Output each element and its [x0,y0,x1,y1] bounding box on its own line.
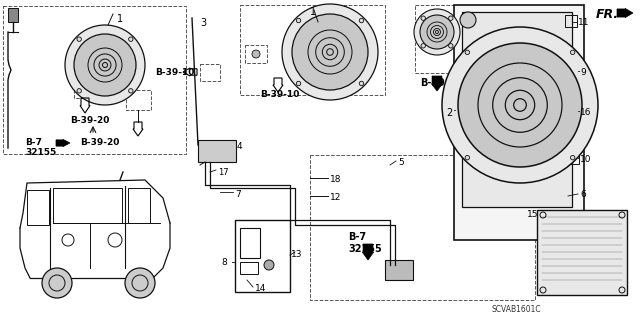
Bar [310,155,535,300]
Text: 12: 12 [330,193,341,202]
Bar [3,6,186,154]
Text: B-39-10: B-39-10 [260,90,300,99]
Text: B-39-10: B-39-10 [155,68,195,77]
Text: 15: 15 [527,210,538,219]
Bar [462,12,572,207]
Text: 13: 13 [291,250,303,259]
Bar [454,5,584,240]
Circle shape [414,9,460,55]
Circle shape [421,16,426,20]
Bar [126,90,151,110]
Text: B-7
32155: B-7 32155 [25,138,56,157]
Text: 3: 3 [200,18,206,28]
Text: B-7
32155: B-7 32155 [348,232,381,254]
Text: 18: 18 [330,175,342,184]
Circle shape [77,89,81,93]
Bar [74,80,96,98]
Circle shape [252,50,260,58]
Circle shape [458,43,582,167]
Polygon shape [617,9,633,18]
Polygon shape [362,244,374,260]
Text: 6: 6 [580,190,586,199]
Circle shape [449,44,453,48]
Text: 4: 4 [237,142,243,151]
Circle shape [465,50,470,55]
Circle shape [77,37,81,41]
Polygon shape [56,139,70,146]
Text: FR.: FR. [596,8,619,21]
Circle shape [74,34,136,96]
Text: 11: 11 [578,18,589,27]
Circle shape [264,260,274,270]
Text: 1: 1 [310,7,316,17]
Text: 8: 8 [221,258,227,267]
Bar [537,210,627,295]
Circle shape [282,4,378,100]
Bar [53,188,122,223]
Circle shape [129,89,133,93]
Text: SCVAB1601C: SCVAB1601C [492,305,541,314]
Bar [128,188,150,223]
Bar [240,5,385,95]
Circle shape [292,14,368,90]
Text: B-39: B-39 [420,78,445,88]
Text: 16: 16 [580,108,591,117]
Circle shape [420,15,454,49]
Bar [8,8,18,22]
Text: B-39-20: B-39-20 [70,116,109,125]
Bar [567,65,579,77]
Circle shape [296,81,301,86]
Bar [565,15,577,27]
Bar [200,64,220,81]
Bar [567,105,579,117]
Circle shape [359,18,364,23]
Text: 14: 14 [255,284,266,293]
Text: 10: 10 [580,155,591,164]
Text: 5: 5 [398,158,404,167]
Circle shape [442,27,598,183]
Bar [240,228,260,258]
Bar [27,190,49,225]
Bar [240,262,258,274]
Circle shape [449,16,453,20]
Text: 17: 17 [218,168,228,177]
Bar [415,5,460,73]
Bar [567,152,579,164]
Circle shape [65,25,145,105]
Circle shape [125,268,155,298]
Bar [235,220,290,292]
Circle shape [42,268,72,298]
Text: B-39-20: B-39-20 [80,138,120,147]
Circle shape [129,37,133,41]
Text: 1: 1 [117,14,123,24]
Circle shape [570,155,575,160]
Circle shape [421,44,426,48]
Circle shape [296,18,301,23]
Text: 2: 2 [446,108,452,118]
Text: 9: 9 [580,68,586,77]
Polygon shape [431,76,442,91]
Bar [198,140,236,162]
Bar [245,45,267,63]
Bar [385,260,413,280]
Circle shape [570,50,575,55]
Circle shape [359,81,364,86]
Circle shape [465,155,470,160]
Circle shape [460,12,476,28]
Text: 7: 7 [235,190,241,199]
